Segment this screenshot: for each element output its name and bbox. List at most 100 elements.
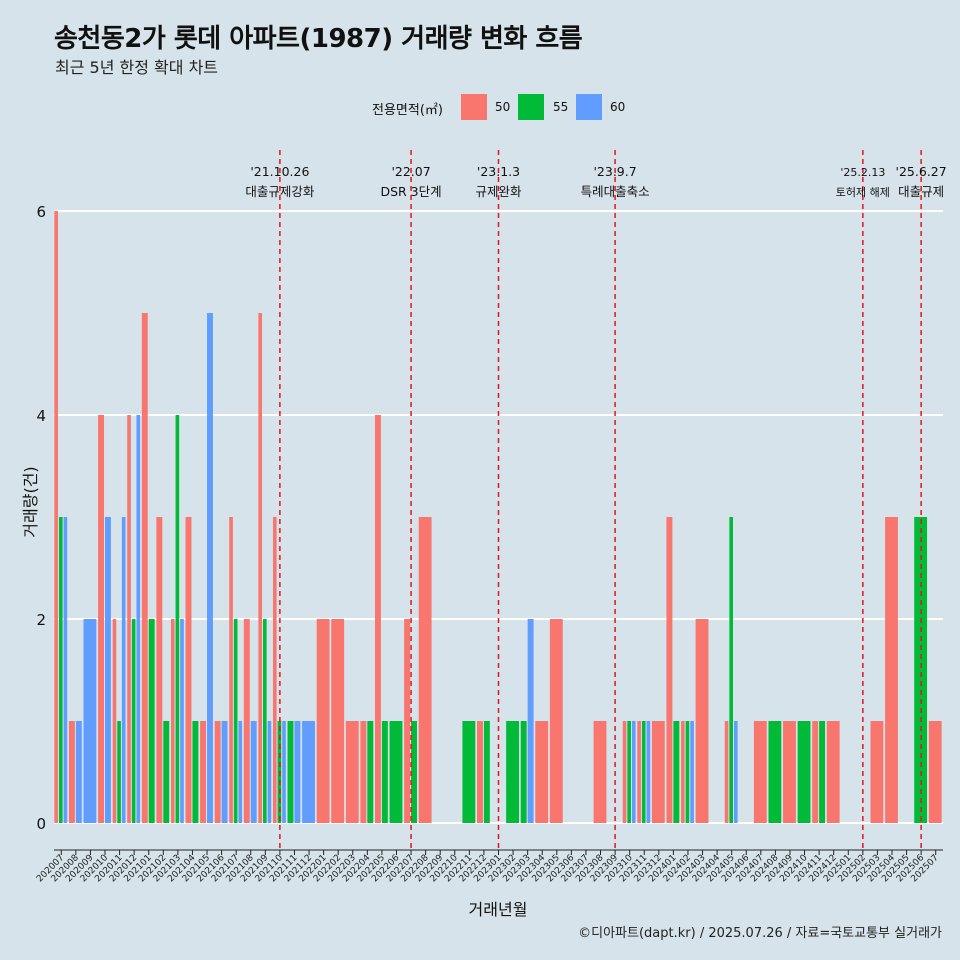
bar-202201-50 [316,619,330,823]
chart-subtitle: 최근 5년 한정 확대 차트 [55,58,219,77]
bar-202206-55 [389,721,403,823]
bar-202311-50 [637,721,641,823]
bar-202212-55 [483,721,490,823]
bar-202211-55 [462,721,476,823]
bar-202311-55 [641,721,646,823]
bar-202106-60 [221,721,228,823]
source-caption: ©디아파트(dapt.kr) / 2025.07.26 / 자료=국토교통부 실… [578,926,942,941]
y-tick-label-2: 2 [36,611,46,629]
bar-202111-55 [287,721,294,823]
bar-202204-50 [360,721,367,823]
bar-202411-55 [819,721,826,823]
bar-202303-60 [527,619,534,823]
event-date-202309: '23.9.7 [593,164,636,179]
bar-202011-50 [112,619,117,823]
bar-202407-50 [753,721,767,823]
legend-key-50 [461,94,487,120]
bar-202008-60 [75,721,82,823]
legend-label-60: 60 [610,100,626,114]
bar-202205-55 [381,721,388,823]
event-date-202301: '23.1.3 [477,164,520,179]
bar-202202-50 [331,619,345,823]
bar-202104-50 [185,517,192,823]
bar-202102-55 [163,721,170,823]
event-label-202301: 규제완화 [475,184,522,199]
bar-202312-50 [651,721,665,823]
bar-202012-55 [131,619,136,823]
bar-202205-50 [374,415,381,823]
bar-202109-50 [258,313,263,823]
bar-202208-50 [418,517,432,823]
bar-202310-50 [622,721,627,823]
bar-202111-60 [294,721,301,823]
chart-title: 송천동2가 롯데 아파트(1987) 거래량 변화 흐름 [54,24,583,54]
event-label-202110: 대출규제강화 [245,184,315,199]
bar-202402-50 [681,721,685,823]
bar-202104-55 [192,721,199,823]
bar-202007-55 [58,517,63,823]
bar-202106-50 [214,721,221,823]
bar-202504-50 [885,517,898,823]
event-label-202502: 토허제 해제 [836,185,890,199]
bar-202108-50 [243,619,250,823]
bar-202305-50 [549,619,563,823]
bar-202109-60 [267,721,272,823]
y-axis-label: 거래량(건) [21,466,40,538]
bar-202405-50 [724,721,729,823]
bar-202207-55 [411,721,417,823]
bar-202105-50 [200,721,207,823]
bar-202110-50 [272,517,277,823]
y-tick-label-0: 0 [36,815,46,833]
y-tick-label-4: 4 [36,407,46,425]
bar-202007-50 [54,211,58,823]
bar-202107-60 [238,721,243,823]
bar-202303-55 [520,721,527,823]
bar-202105-60 [207,313,213,823]
bar-202401-50 [666,517,673,823]
bar-202412-50 [826,721,840,823]
y-tick-label-6: 6 [36,203,46,221]
bar-202101-50 [141,313,148,823]
event-label-202207: DSR 3단계 [380,184,441,199]
bar-202411-50 [812,721,819,823]
legend-title: 전용면적(㎡) [372,103,443,118]
bar-202506-55 [914,517,928,823]
bar-202012-50 [127,415,131,823]
bar-202304-50 [535,721,549,823]
bar-202101-55 [148,619,155,823]
bar-202310-55 [627,721,631,823]
bar-202409-50 [783,721,796,823]
event-date-202502: '25.2.13 [840,166,885,179]
bar-202103-60 [180,619,184,823]
bar-202108-60 [250,721,257,823]
bar-202207-50 [404,619,411,823]
bar-202401-55 [673,721,680,823]
bar-202107-50 [229,517,233,823]
bar-202007-60 [63,517,68,823]
bar-202403-50 [695,619,709,823]
bar-202009-60 [83,619,97,823]
legend-label-55: 55 [553,100,569,114]
bar-202109-55 [263,619,267,823]
legend: 전용면적(㎡) 50 55 60 [0,94,960,122]
legend-label-50: 50 [495,100,511,114]
legend-key-60 [576,94,602,120]
bar-202011-55 [117,721,121,823]
bar-202405-60 [733,721,738,823]
bar-202310-60 [631,721,636,823]
event-date-202506: '25.6.27 [896,164,947,179]
bar-202011-60 [121,517,126,823]
event-date-202110: '21.10.26 [250,164,309,179]
bar-202103-50 [170,619,175,823]
bar-202408-55 [768,721,782,823]
bar-202503-50 [870,721,884,823]
bar-202008-50 [68,721,75,823]
bar-202311-60 [646,721,651,823]
bar-202203-50 [345,721,359,823]
legend-key-55 [518,94,544,120]
bar-202410-55 [797,721,811,823]
bar-202212-50 [477,721,483,823]
bar-202012-60 [136,415,141,823]
bar-202102-50 [156,517,163,823]
bar-202507-50 [928,721,942,823]
